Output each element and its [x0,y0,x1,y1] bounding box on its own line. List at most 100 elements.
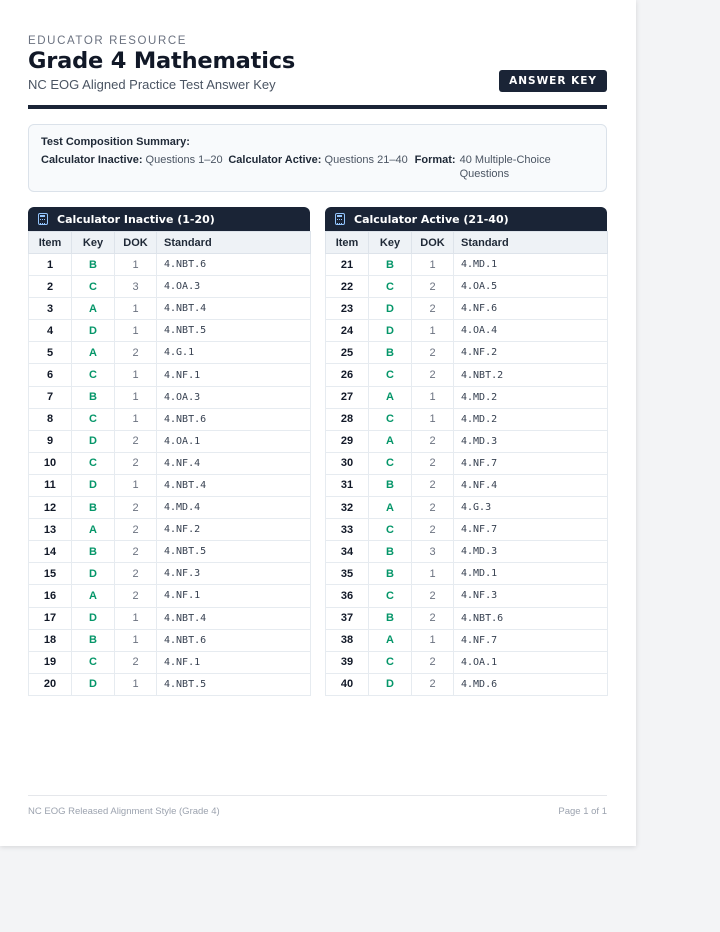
dok-cell: 3 [114,275,157,299]
standard-cell: 4.NBT.6 [156,628,311,652]
table-row: 20 D 1 4.NBT.5 [28,672,311,696]
dok-cell: 1 [411,562,454,586]
standard-cell: 4.OA.3 [156,275,311,299]
answer-key-cell: C [368,584,412,608]
table-panel-calculator-inactive: Calculator Inactive (1-20) Item Key DOK … [28,207,311,696]
header-divider [28,105,607,109]
item-number-cell: 17 [28,606,72,630]
answer-key-cell: A [71,518,115,542]
page-number: Page 1 of 1 [558,806,607,817]
item-number-cell: 7 [28,385,72,409]
panel-title: Calculator Inactive (1-20) [57,212,215,226]
standard-cell: 4.NF.4 [156,451,311,475]
table-row: 1 B 1 4.NBT.6 [28,252,311,277]
standard-cell: 4.NBT.6 [453,606,608,630]
answer-key-cell: A [368,496,412,520]
standard-cell: 4.NBT.4 [156,606,311,630]
answer-key-cell: B [368,606,412,630]
item-number-cell: 10 [28,451,72,475]
footer-divider [28,795,607,796]
standard-cell: 4.NBT.5 [156,540,311,564]
item-number-cell: 24 [325,319,369,343]
panel-header: Calculator Inactive (1-20) [28,207,310,231]
table-row: 8 C 1 4.NBT.6 [28,407,311,431]
item-number-cell: 38 [325,628,369,652]
eyebrow-label: EDUCATOR RESOURCE [28,35,188,47]
item-number-cell: 23 [325,297,369,321]
dok-cell: 1 [114,407,157,431]
item-number-cell: 3 [28,297,72,321]
answer-key-badge: ANSWER KEY [499,70,607,92]
dok-cell: 2 [114,650,157,674]
calculator-icon [335,213,345,225]
answer-key-cell: C [368,451,412,475]
answer-key-cell: D [368,319,412,343]
summary-item-format: Format: 40 Multiple-Choice Questions [414,154,551,180]
standard-cell: 4.NBT.4 [156,297,311,321]
dok-cell: 2 [411,606,454,630]
summary-title: Test Composition Summary: [41,136,190,148]
table-row: 19 C 2 4.NF.1 [28,650,311,674]
column-header-standard: Standard [156,231,311,254]
standard-cell: 4.MD.3 [453,540,608,564]
answer-key-cell: A [368,385,412,409]
dok-cell: 1 [114,473,157,498]
dok-cell: 1 [114,252,157,277]
table-row: 16 A 2 4.NF.1 [28,584,311,608]
table-row: 33 C 2 4.NF.7 [325,518,608,542]
column-header-key: Key [368,231,412,254]
standard-cell: 4.OA.1 [156,429,311,453]
dok-cell: 2 [411,496,454,520]
answer-key-cell: D [71,672,115,696]
answer-key-cell: D [368,297,412,321]
dok-cell: 1 [411,407,454,431]
standard-cell: 4.MD.1 [453,252,608,277]
panel-header: Calculator Active (21-40) [325,207,607,231]
item-number-cell: 30 [325,451,369,475]
standard-cell: 4.NBT.2 [453,363,608,387]
item-number-cell: 16 [28,584,72,608]
table-row: 6 C 1 4.NF.1 [28,363,311,387]
answer-key-cell: B [71,628,115,652]
item-number-cell: 21 [325,252,369,277]
dok-cell: 2 [114,429,157,453]
answer-key-cell: B [71,385,115,409]
item-number-cell: 32 [325,496,369,520]
answer-key-cell: C [71,650,115,674]
table-row: 5 A 2 4.G.1 [28,341,311,365]
table-row: 15 D 2 4.NF.3 [28,562,311,586]
footer-source: NC EOG Released Alignment Style (Grade 4… [28,806,220,817]
standard-cell: 4.NBT.6 [156,252,311,277]
standard-cell: 4.MD.4 [156,496,311,520]
answer-key-cell: B [368,540,412,564]
answer-key-cell: A [71,584,115,608]
answer-key-cell: A [368,429,412,453]
dok-cell: 2 [411,650,454,674]
answer-key-cell: D [71,429,115,453]
item-number-cell: 4 [28,319,72,343]
item-number-cell: 18 [28,628,72,652]
dok-cell: 1 [114,319,157,343]
answer-table: Item Key DOK Standard 21 B 1 4.MD.1 22 C 2 4.OA… [325,231,608,696]
standard-cell: 4.NF.2 [156,518,311,542]
standard-cell: 4.NBT.4 [156,473,311,498]
table-row: 3 A 1 4.NBT.4 [28,297,311,321]
answer-key-cell: D [71,562,115,586]
standard-cell: 4.NF.3 [453,584,608,608]
table-row: 11 D 1 4.NBT.4 [28,473,311,498]
dok-cell: 2 [411,363,454,387]
item-number-cell: 14 [28,540,72,564]
table-row: 23 D 2 4.NF.6 [325,297,608,321]
item-number-cell: 40 [325,672,369,696]
dok-cell: 2 [411,275,454,299]
dok-cell: 1 [114,297,157,321]
item-number-cell: 11 [28,473,72,498]
standard-cell: 4.OA.3 [156,385,311,409]
answer-key-page: EDUCATOR RESOURCE Grade 4 Mathematics NC… [0,0,636,846]
standard-cell: 4.NF.1 [156,363,311,387]
table-row: 27 A 1 4.MD.2 [325,385,608,409]
answer-key-cell: C [71,451,115,475]
dok-cell: 1 [114,385,157,409]
standard-cell: 4.MD.1 [453,562,608,586]
table-row: 37 B 2 4.NBT.6 [325,606,608,630]
